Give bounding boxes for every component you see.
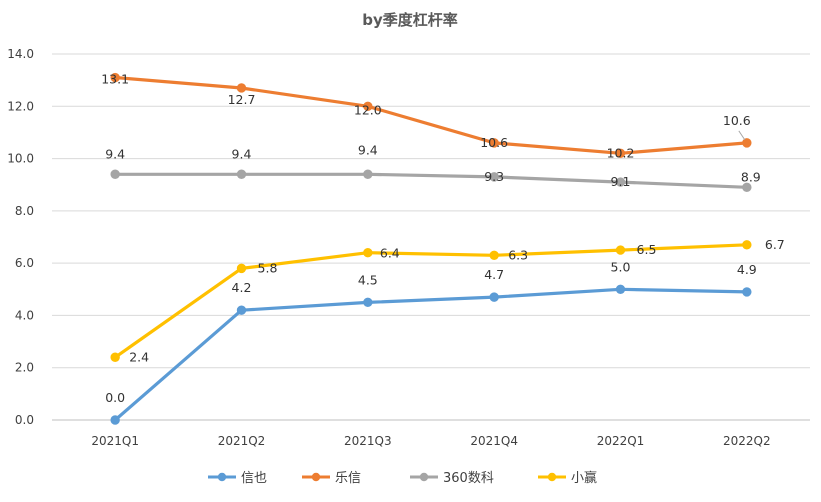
data-label: 9.4 — [105, 146, 125, 161]
legend: 信也 乐信 360数科 小赢 — [208, 470, 597, 486]
data-point — [110, 415, 120, 425]
data-label: 12.0 — [354, 102, 382, 117]
y-tick-label: 0.0 — [15, 413, 34, 427]
legend-item: 小赢 — [538, 470, 597, 486]
data-point — [236, 169, 247, 179]
legend-swatch-marker — [311, 472, 321, 482]
data-point — [742, 240, 752, 250]
data-label: 10.6 — [723, 113, 751, 128]
data-point — [489, 172, 499, 182]
legend-item: 信也 — [208, 471, 267, 486]
data-point — [363, 247, 373, 258]
y-axis-ticks: 0.0 2.0 4.0 6.0 8.0 10.0 12.0 14.0 — [7, 47, 34, 427]
legend-label: 乐信 — [335, 471, 361, 486]
data-label: 10.6 — [480, 135, 508, 150]
data-label: 0.0 — [105, 390, 125, 405]
data-point — [489, 250, 499, 261]
data-point — [110, 169, 120, 179]
series-points — [110, 72, 752, 425]
data-label: 10.2 — [607, 145, 635, 160]
x-axis-ticks: 2021Q1 2021Q2 2021Q3 2021Q4 2022Q1 2022Q2 — [91, 434, 770, 448]
series-lines — [113, 75, 749, 422]
data-point — [110, 352, 120, 362]
data-point — [110, 72, 120, 83]
data-label: 9.4 — [358, 142, 378, 157]
data-point — [489, 138, 499, 148]
legend-label: 信也 — [241, 471, 267, 486]
data-point — [363, 297, 373, 308]
data-label: 5.0 — [611, 259, 631, 274]
x-tick-label: 2022Q1 — [597, 434, 645, 448]
data-label: 13.1 — [101, 72, 129, 87]
data-point — [742, 182, 752, 193]
legend-item: 360数科 — [410, 471, 494, 486]
data-labels: 0.0 4.2 4.5 4.7 5.0 4.9 13.1 12.7 12.0 10.6 10.2 10… — [101, 72, 785, 405]
data-point — [363, 169, 373, 179]
data-point — [236, 83, 247, 93]
data-point — [742, 287, 752, 297]
series-line — [113, 287, 749, 422]
data-label: 6.4 — [380, 246, 400, 261]
data-label: 4.5 — [358, 272, 378, 287]
data-label: 4.2 — [232, 280, 252, 295]
leader-line — [738, 130, 746, 141]
data-point — [742, 138, 752, 148]
data-label: 8.9 — [741, 169, 761, 184]
x-tick-label: 2021Q3 — [344, 434, 392, 448]
data-label: 6.5 — [637, 242, 657, 257]
data-point — [363, 101, 373, 111]
legend-swatch-marker — [419, 472, 429, 482]
data-point — [615, 284, 626, 294]
gridlines — [52, 53, 810, 421]
legend-item: 乐信 — [302, 471, 361, 486]
series-line — [113, 243, 749, 359]
data-point — [615, 148, 626, 159]
y-tick-label: 2.0 — [15, 361, 34, 375]
series-line — [113, 172, 749, 189]
legend-label: 360数科 — [443, 471, 494, 486]
data-label: 6.3 — [508, 247, 528, 262]
data-label: 9.3 — [484, 169, 504, 184]
x-tick-label: 2022Q2 — [723, 434, 771, 448]
data-point — [615, 177, 626, 187]
data-label: 4.9 — [737, 262, 757, 277]
x-tick-label: 2021Q1 — [91, 434, 139, 448]
legend-swatch-marker — [547, 472, 557, 482]
y-tick-label: 8.0 — [15, 204, 34, 218]
data-point — [236, 263, 247, 274]
data-point — [489, 292, 499, 302]
data-label: 2.4 — [129, 349, 149, 364]
series-line — [113, 75, 749, 155]
data-label: 6.7 — [765, 237, 785, 252]
data-point — [615, 245, 626, 255]
data-label: 9.4 — [232, 146, 252, 161]
chart-title: by季度杠杆率 — [362, 11, 458, 29]
x-tick-label: 2021Q2 — [218, 434, 266, 448]
data-label: 4.7 — [484, 267, 504, 282]
x-tick-label: 2021Q4 — [470, 434, 518, 448]
data-label: 12.7 — [228, 92, 256, 107]
legend-swatch-marker — [217, 472, 227, 482]
data-label: 5.8 — [258, 260, 278, 275]
y-tick-label: 6.0 — [15, 256, 34, 270]
y-tick-label: 4.0 — [15, 308, 34, 322]
data-point — [236, 305, 247, 315]
y-tick-label: 10.0 — [7, 152, 34, 166]
legend-label: 小赢 — [571, 470, 597, 486]
data-label: 9.1 — [611, 174, 631, 189]
y-tick-label: 12.0 — [7, 99, 34, 113]
y-tick-label: 14.0 — [7, 47, 34, 61]
